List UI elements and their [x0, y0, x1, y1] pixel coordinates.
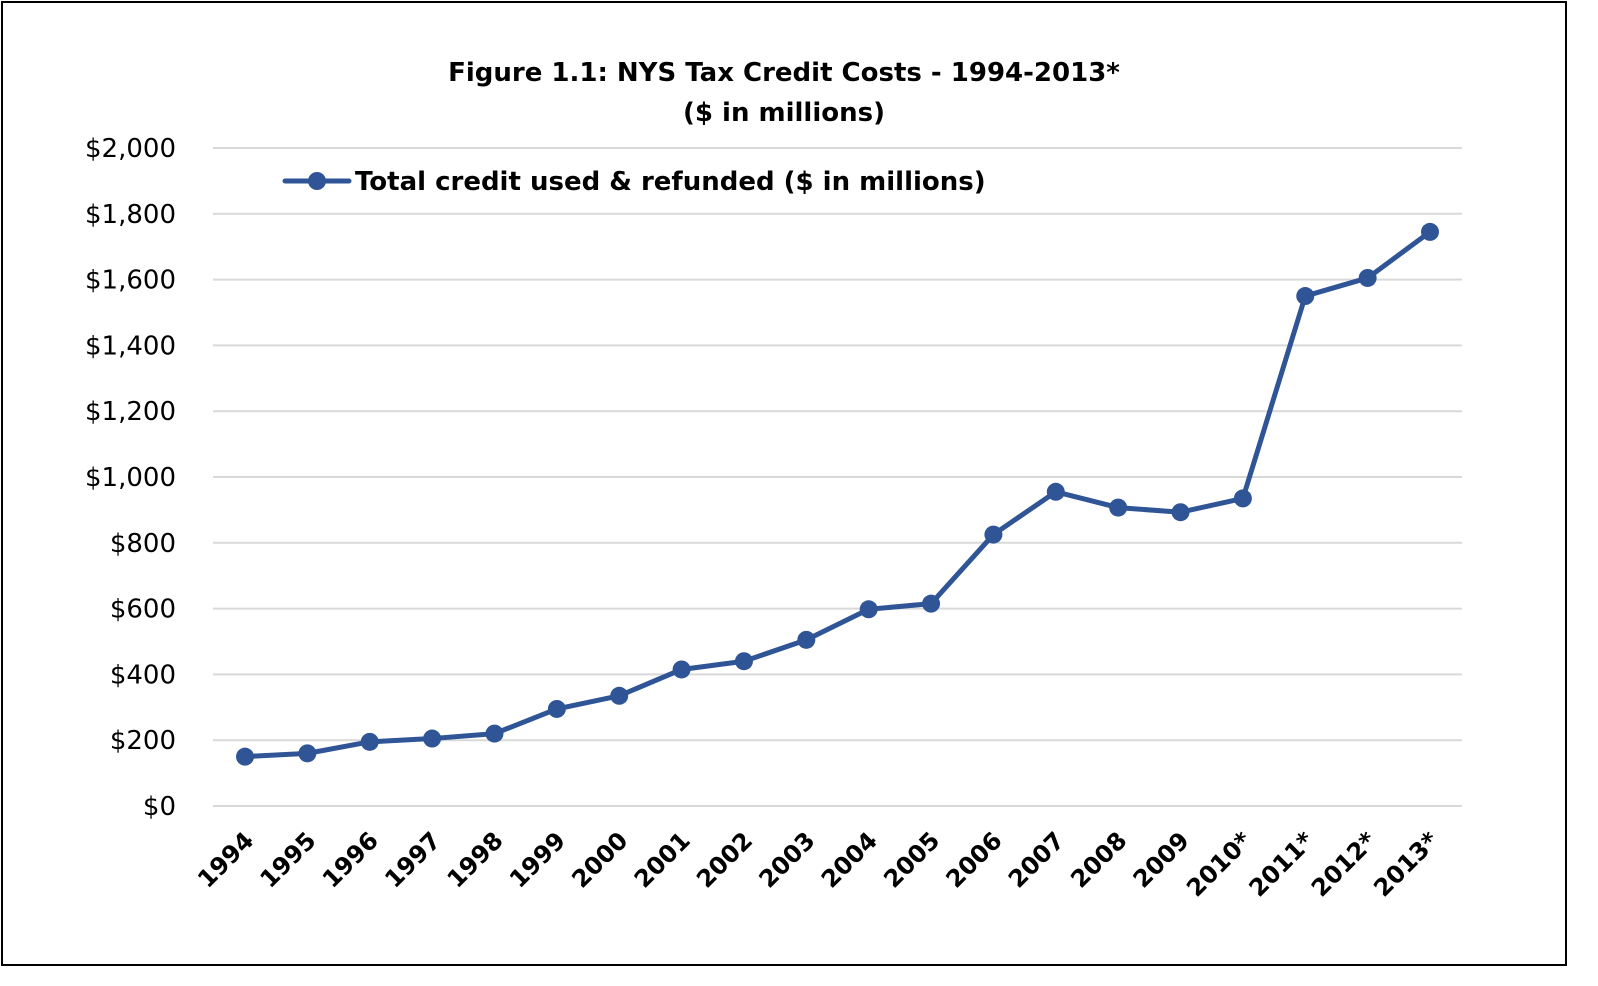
data-point: [1171, 503, 1190, 522]
y-tick-label: $600: [110, 595, 176, 625]
x-tick-label: 2008: [1065, 826, 1132, 893]
gridlines: [213, 147, 1462, 807]
series-line: [242, 229, 1433, 760]
x-tick-label: 1997: [379, 826, 446, 893]
x-tick-label: 2013*: [1368, 826, 1444, 902]
legend: Total credit used & refunded ($ in milli…: [282, 167, 986, 197]
x-tick-label: 2011*: [1244, 826, 1320, 902]
x-tick-label: 2012*: [1306, 826, 1382, 902]
data-point: [236, 747, 254, 766]
y-tick-label: $200: [110, 726, 176, 756]
x-tick-label: 1999: [504, 826, 571, 893]
x-tick-label: 1998: [442, 826, 509, 893]
data-point: [734, 652, 753, 671]
y-tick-label: $0: [143, 792, 176, 822]
data-point: [859, 600, 878, 619]
data-point: [485, 724, 504, 743]
data-point: [1421, 222, 1439, 241]
y-tick-label: $2,000: [85, 134, 176, 164]
x-tick-label: 1994: [192, 826, 259, 893]
data-point: [984, 525, 1003, 544]
x-tick-label: 2007: [1003, 826, 1070, 893]
data-point: [1046, 482, 1065, 501]
x-tick-label: 2003: [754, 826, 821, 893]
y-tick-label: $1,400: [85, 331, 176, 361]
x-axis-tick-labels: 1994199519961997199819992000200120022003…: [192, 826, 1444, 902]
legend-swatch-marker: [308, 172, 326, 190]
data-point: [360, 732, 379, 751]
x-tick-label: 2001: [629, 826, 696, 893]
data-point: [298, 744, 317, 763]
y-tick-label: $1,000: [85, 463, 176, 493]
x-tick-label: 2010*: [1181, 826, 1257, 902]
x-tick-label: 1996: [317, 826, 384, 893]
x-tick-label: 2004: [816, 826, 883, 893]
y-tick-label: $1,800: [85, 200, 176, 230]
y-tick-label: $800: [110, 529, 176, 559]
x-tick-label: 2000: [566, 826, 633, 893]
series-layer: [236, 222, 1439, 766]
data-point: [1358, 268, 1377, 287]
y-axis-tick-labels: $0 $200 $400 $600 $800 $1,000 $1,200 $1,400 $1,6…: [85, 134, 176, 822]
y-tick-label: $1,200: [85, 397, 176, 427]
data-point: [610, 686, 629, 705]
data-point: [1109, 498, 1128, 517]
data-point: [1296, 287, 1315, 306]
x-tick-label: 2006: [941, 826, 1008, 893]
data-point: [672, 660, 691, 679]
data-point: [797, 630, 816, 649]
x-tick-label: 2002: [691, 826, 758, 893]
x-tick-label: 1995: [255, 826, 322, 893]
data-point: [423, 729, 442, 748]
y-tick-label: $1,600: [85, 266, 176, 296]
chart-subtitle: ($ in millions): [683, 98, 885, 128]
data-point: [1233, 489, 1252, 508]
data-point: [922, 594, 941, 613]
chart-title: Figure 1.1: NYS Tax Credit Costs - 1994-…: [448, 58, 1120, 88]
legend-label: Total credit used & refunded ($ in milli…: [355, 167, 986, 197]
x-tick-label: 2005: [878, 826, 945, 893]
data-point: [547, 699, 566, 718]
y-tick-label: $400: [110, 660, 176, 690]
